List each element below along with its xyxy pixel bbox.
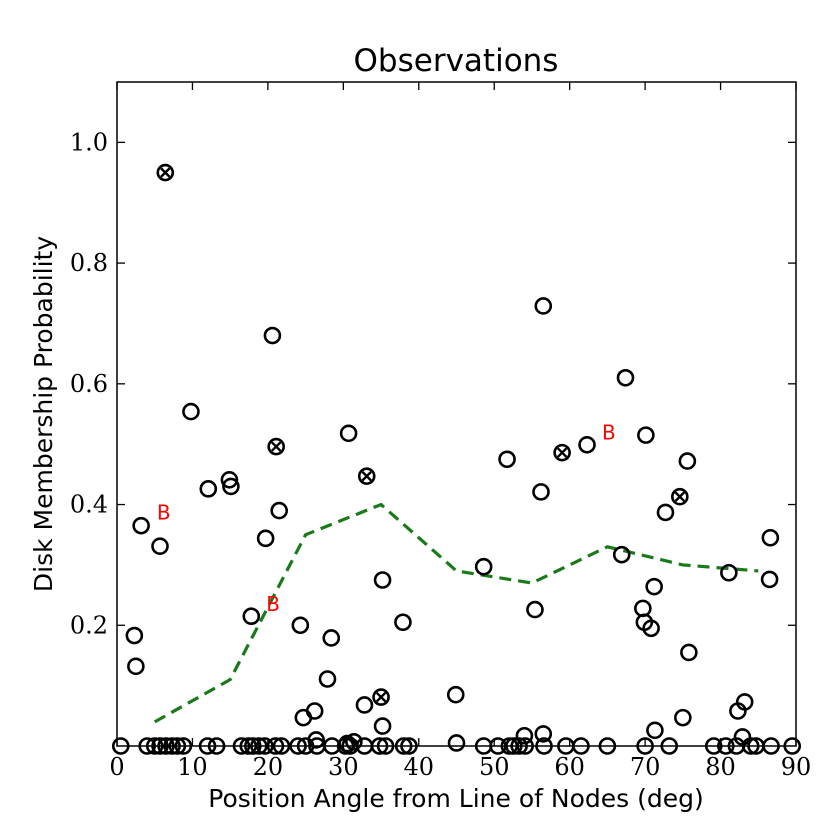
flagged-point (553, 443, 571, 462)
data-point (674, 708, 692, 727)
data-point (534, 725, 553, 743)
annotation-label: B (266, 592, 280, 616)
flagged-point (372, 688, 390, 706)
data-point (322, 629, 341, 647)
data-point (612, 545, 631, 564)
annotation-label: B (602, 420, 616, 444)
data-point (256, 529, 275, 548)
data-point (125, 626, 144, 645)
data-point (646, 721, 664, 740)
plot-area: B B B (111, 163, 802, 755)
y-tick-label: 0.4 (70, 491, 108, 519)
data-point (373, 571, 392, 589)
flagged-point (156, 163, 175, 182)
data-point (642, 619, 660, 638)
data-point (645, 577, 663, 596)
flagged-point (267, 437, 285, 456)
data-point (616, 368, 635, 387)
data-point (498, 450, 516, 469)
x-tick-label: 90 (781, 753, 812, 781)
x-tick-label: 30 (328, 753, 359, 781)
y-tick-label: 1.0 (70, 128, 108, 156)
data-point (339, 424, 358, 443)
data-point (338, 734, 356, 753)
data-point (199, 480, 218, 498)
data-point (680, 643, 698, 662)
data-point (761, 528, 780, 547)
data-point (578, 435, 596, 454)
data-point (637, 426, 655, 444)
x-tick-label: 80 (705, 753, 736, 781)
x-tick-label: 60 (554, 753, 585, 781)
data-point (446, 685, 465, 704)
y-tick-label: 0.8 (70, 249, 108, 277)
data-point (526, 600, 544, 619)
x-tick-label: 40 (404, 753, 435, 781)
data-point (355, 696, 374, 714)
model-line (153, 502, 759, 724)
x-tick-label: 50 (479, 753, 510, 781)
data-point (263, 326, 282, 345)
data-point (291, 616, 310, 635)
flagged-point (357, 467, 376, 485)
data-point (760, 570, 779, 589)
data-point (532, 483, 550, 501)
y-tick-label: 0.6 (70, 370, 108, 398)
data-point (678, 452, 697, 470)
axis-ticks: 0 10 20 30 40 50 60 70 80 90 0.2 0.4 0.6 0.8 1.0 (70, 82, 811, 781)
data-point (735, 693, 754, 711)
data-point (534, 297, 553, 315)
data-point (345, 732, 363, 751)
plot-frame (116, 81, 797, 747)
data-point (447, 734, 466, 752)
data-point (318, 670, 337, 688)
data-point (242, 607, 261, 626)
y-tick-label: 0.2 (70, 611, 108, 639)
data-point (270, 501, 289, 520)
data-point (720, 563, 738, 582)
y-axis-label: Disk Membership Probability (29, 236, 58, 592)
chart-title: Observations (354, 43, 559, 79)
data-point (132, 516, 150, 535)
data-point (307, 731, 325, 749)
x-tick-label: 70 (630, 753, 661, 781)
x-tick-label: 0 (109, 753, 124, 781)
data-point (394, 613, 412, 632)
data-point (656, 503, 675, 522)
data-point (222, 477, 240, 496)
data-point (151, 537, 169, 555)
data-point (127, 657, 145, 676)
data-point (733, 728, 752, 746)
x-tick-label: 20 (253, 753, 284, 781)
x-tick-label: 10 (177, 753, 208, 781)
data-point (182, 402, 200, 421)
x-axis-label: Position Angle from Line of Nodes (deg) (208, 784, 703, 813)
data-point (373, 717, 392, 735)
data-point (305, 702, 324, 720)
annotation-label: B (157, 501, 171, 525)
data-point (220, 470, 239, 489)
flagged-point (671, 487, 689, 506)
data-point (515, 726, 534, 745)
data-point (474, 557, 493, 576)
